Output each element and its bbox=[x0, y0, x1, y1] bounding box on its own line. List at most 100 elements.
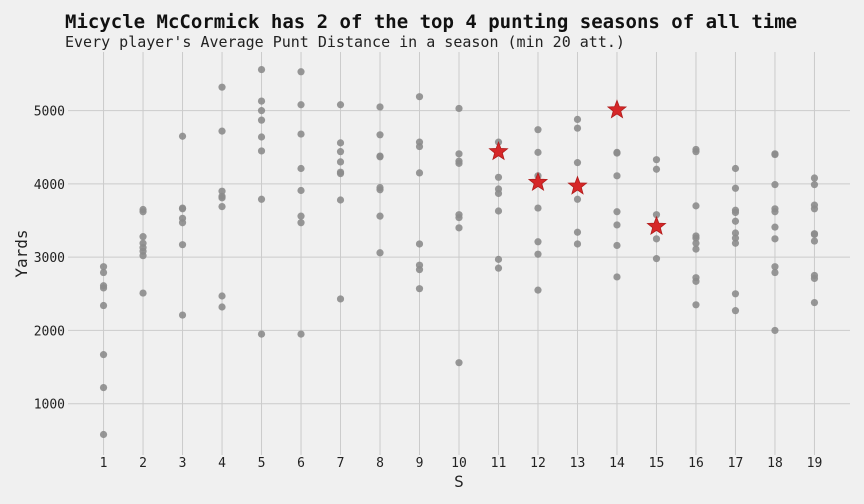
scatter-point bbox=[297, 212, 305, 220]
scatter-point bbox=[178, 241, 187, 249]
scatter-point bbox=[494, 189, 503, 198]
scatter-point bbox=[139, 233, 147, 241]
scatter-point bbox=[455, 150, 463, 158]
scatter-point bbox=[534, 204, 542, 212]
scatter-point bbox=[336, 196, 345, 204]
scatter-point bbox=[810, 237, 819, 245]
scatter-point bbox=[218, 203, 226, 211]
scatter-point bbox=[652, 235, 661, 243]
scatter-point bbox=[257, 65, 266, 74]
scatter-point bbox=[257, 116, 266, 124]
scatter-point bbox=[534, 250, 542, 258]
scatter-point bbox=[573, 115, 582, 124]
scatter-point bbox=[376, 131, 384, 139]
highlight-star-point bbox=[606, 99, 628, 119]
scatter-point bbox=[731, 239, 740, 247]
scatter-point bbox=[494, 264, 503, 272]
scatter-point bbox=[573, 195, 582, 203]
scatter-point bbox=[257, 133, 266, 141]
y-tick-label: 4000 bbox=[34, 178, 65, 193]
chart-subtitle: Every player's Average Punt Distance in … bbox=[65, 33, 625, 51]
scatter-point bbox=[218, 303, 226, 311]
x-tick-label: 6 bbox=[297, 456, 305, 471]
scatter-point bbox=[692, 245, 700, 253]
scatter-point bbox=[731, 307, 740, 315]
scatter-point bbox=[455, 159, 463, 167]
scatter-point bbox=[810, 181, 819, 189]
scatter-point bbox=[810, 274, 819, 283]
scatter-point bbox=[692, 301, 700, 309]
x-tick-label: 15 bbox=[649, 456, 665, 471]
scatter-point bbox=[534, 286, 542, 294]
x-tick-label: 3 bbox=[179, 456, 187, 471]
scatter-point bbox=[613, 241, 621, 250]
x-tick-label: 2 bbox=[139, 456, 147, 471]
scatter-point bbox=[178, 219, 187, 227]
scatter-point bbox=[218, 292, 226, 300]
scatter-point bbox=[415, 285, 424, 293]
y-tick-label: 3000 bbox=[34, 251, 65, 266]
scatter-point bbox=[731, 229, 740, 237]
scatter-point bbox=[415, 93, 424, 101]
scatter-point bbox=[415, 266, 424, 274]
x-tick-label: 18 bbox=[767, 456, 783, 471]
x-tick-label: 11 bbox=[491, 456, 507, 471]
scatter-point bbox=[297, 186, 305, 195]
y-tick-label: 5000 bbox=[34, 105, 65, 120]
scatter-point bbox=[455, 224, 463, 232]
scatter-point bbox=[771, 181, 779, 189]
scatter-point bbox=[494, 207, 503, 215]
scatter-point bbox=[139, 252, 147, 260]
scatter-point bbox=[692, 239, 700, 247]
scatter-point bbox=[810, 205, 819, 213]
scatter-point bbox=[415, 142, 424, 151]
x-tick-label: 19 bbox=[807, 456, 823, 471]
x-tick-label: 4 bbox=[218, 456, 226, 471]
scatter-point bbox=[771, 263, 779, 271]
scatter-point bbox=[613, 273, 621, 281]
scatter-point bbox=[731, 208, 740, 217]
scatter-point bbox=[771, 235, 779, 243]
scatter-point bbox=[99, 301, 108, 310]
scatter-point bbox=[99, 263, 108, 271]
scatter-point bbox=[376, 249, 384, 257]
scatter-point bbox=[297, 130, 305, 138]
scatter-point bbox=[455, 213, 463, 222]
scatter-point bbox=[573, 159, 582, 167]
highlight-star-point bbox=[567, 175, 588, 195]
x-tick-label: 7 bbox=[337, 456, 345, 471]
scatter-point bbox=[771, 268, 779, 277]
scatter-point bbox=[415, 169, 424, 177]
x-tick-label: 16 bbox=[688, 456, 704, 471]
chart-title: Micycle McCormick has 2 of the top 4 pun… bbox=[65, 11, 798, 33]
scatter-point bbox=[336, 101, 345, 109]
scatter-point bbox=[494, 255, 503, 263]
scatter-point bbox=[652, 211, 661, 219]
scatter-point bbox=[455, 104, 463, 113]
scatter-point bbox=[455, 359, 463, 367]
scatter-point bbox=[218, 194, 226, 202]
scatter-point bbox=[178, 205, 187, 213]
scatter-point bbox=[218, 127, 226, 135]
scatter-point bbox=[771, 326, 779, 335]
scatter-point bbox=[336, 148, 345, 156]
scatter-point bbox=[139, 289, 147, 297]
scatter-point bbox=[573, 124, 582, 132]
scatter-point bbox=[534, 148, 542, 156]
scatter-point bbox=[731, 290, 740, 298]
x-tick-label: 17 bbox=[728, 456, 744, 471]
scatter-point bbox=[376, 103, 384, 111]
scatter-point bbox=[771, 150, 779, 159]
scatter-point bbox=[810, 230, 819, 239]
y-axis-label: Yards bbox=[12, 229, 31, 277]
scatter-point bbox=[178, 311, 187, 319]
scatter-point bbox=[613, 208, 621, 216]
scatter-point bbox=[731, 184, 740, 192]
scatter-point bbox=[297, 219, 305, 227]
scatter-point bbox=[218, 187, 226, 195]
scatter-point bbox=[534, 238, 542, 246]
scatter-point bbox=[99, 430, 108, 439]
x-tick-label: 10 bbox=[451, 456, 467, 471]
